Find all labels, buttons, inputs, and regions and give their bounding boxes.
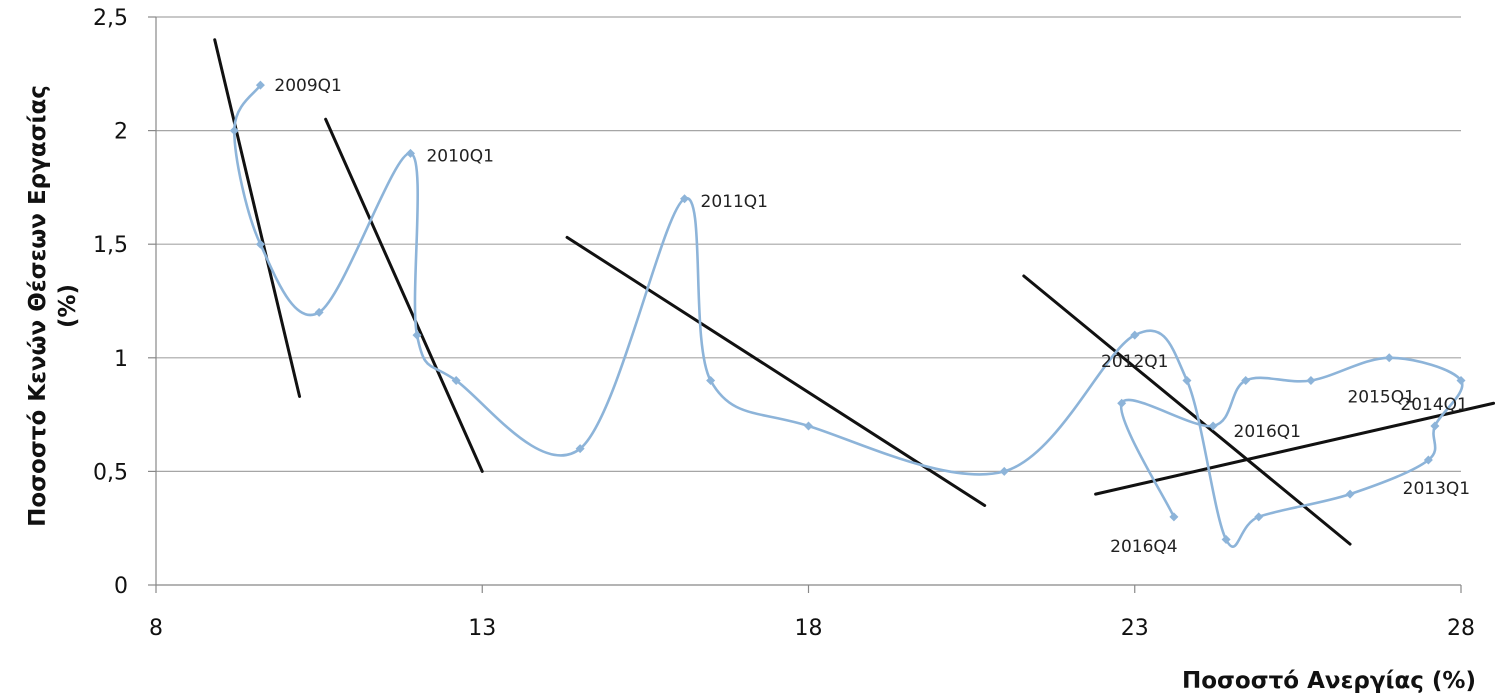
point-annotation: 2012Q1 [1101,352,1168,372]
point-annotation: 2011Q1 [701,192,768,212]
data-point [1117,398,1127,408]
data-point [255,80,265,90]
data-point [412,330,422,340]
data-point [1456,376,1466,386]
y-tick-label: 0,5 [93,460,128,485]
data-point [1241,376,1251,386]
y-tick-label: 1 [114,347,128,372]
data-point [255,239,265,249]
data-point [229,126,239,136]
tick-labels: 0 0,5 1 1,5 2 2,5 8 13 18 23 28 [93,6,1475,641]
data-point [314,307,324,317]
point-annotation: 2010Q1 [426,146,493,166]
data-point [405,148,415,158]
series-path [232,84,1464,548]
trend-line [213,38,302,398]
point-annotation: 2016Q4 [1110,537,1177,557]
y-tick-label: 2 [114,120,128,145]
x-tick-label: 8 [149,616,163,641]
data-point [1345,489,1355,499]
trend-line [1094,401,1495,496]
y-axis-title: Ποσοστό Κενών Θέσεων Εργασίας (%) [25,85,81,527]
y-axis-title-line: Ποσοστό Κενών Θέσεων Εργασίας [25,85,51,527]
data-point [1423,455,1433,465]
x-tick-label: 23 [1121,616,1149,641]
x-axis-title: Ποσοστό Ανεργίας (%) [1182,668,1476,694]
data-point [451,376,461,386]
x-tick-label: 28 [1447,616,1475,641]
axes [148,16,1462,593]
data-point [680,194,690,204]
axis-titles: Ποσοστό Ανεργίας (%) Ποσοστό Κενών Θέσεων… [25,85,1476,694]
data-point [1182,376,1192,386]
x-tick-label: 18 [795,616,823,641]
data-point [706,376,716,386]
trend-line [324,117,484,473]
data-point [575,444,585,454]
data-point [1169,512,1179,522]
point-annotation: 2009Q1 [274,76,341,96]
trend-lines [213,38,1495,546]
trend-line [565,235,987,507]
y-tick-label: 2,5 [93,6,128,31]
data-point [1430,421,1440,431]
data-point [1221,535,1231,545]
point-annotation: 2013Q1 [1403,479,1470,499]
data-point [1208,421,1218,431]
series-line [229,80,1466,548]
y-tick-label: 0 [114,574,128,599]
y-axis-title-line: (%) [55,284,81,328]
y-tick-label: 1,5 [93,233,128,258]
trend-line [1022,274,1352,546]
point-annotation: 2015Q1 [1347,388,1414,408]
annotations: 2009Q1 2010Q1 2011Q1 2012Q1 2013Q1 2014Q12015… [274,76,1470,557]
point-annotation: 2016Q1 [1234,422,1301,442]
x-tick-label: 13 [468,616,496,641]
data-point [1254,512,1264,522]
data-point [804,421,813,431]
data-point [1130,330,1140,340]
point-annotation: 2014Q1 [1400,395,1467,415]
data-point [1306,376,1316,386]
data-point [1384,353,1394,363]
data-point [999,466,1009,476]
gridlines [156,16,1461,586]
